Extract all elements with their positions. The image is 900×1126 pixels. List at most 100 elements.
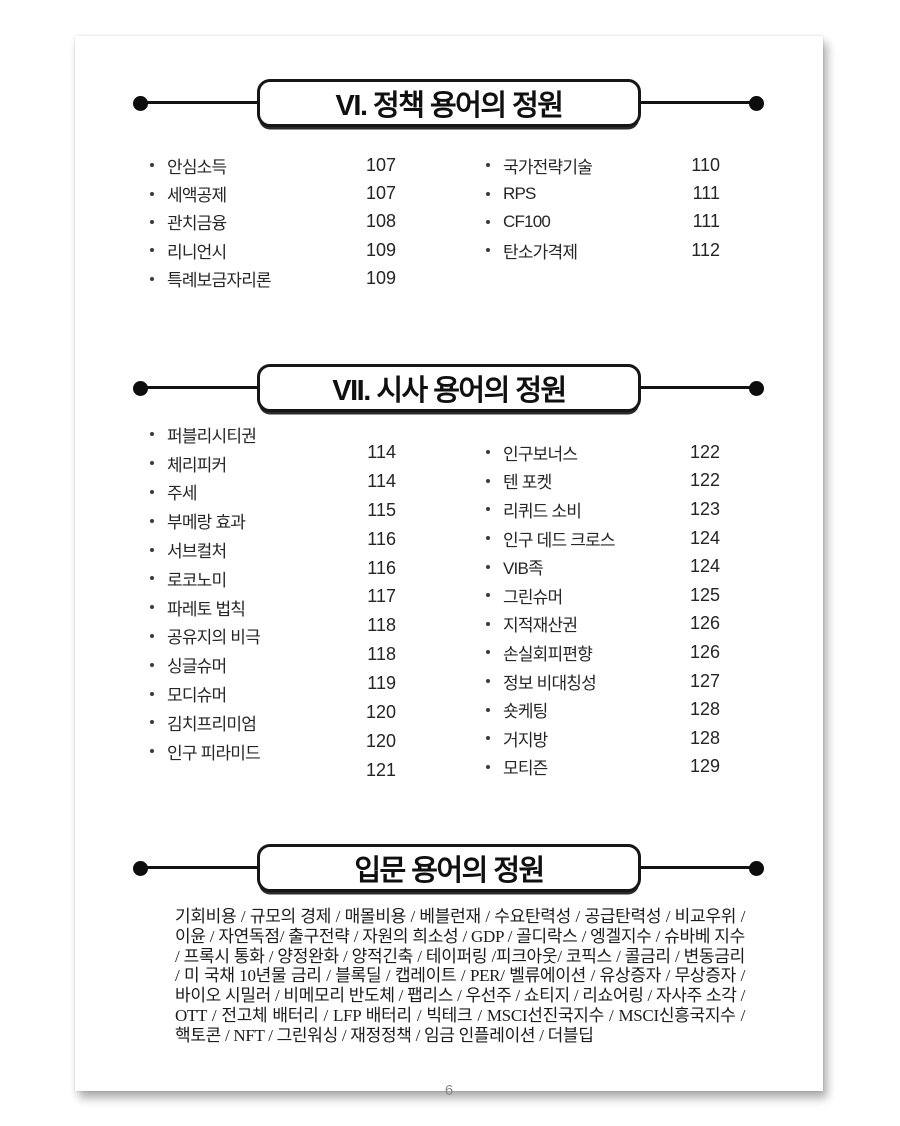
toc-entry-label: 김치프리미엄 <box>167 714 257 734</box>
section-header-current-affairs: VII. 시사 용어의 정원 <box>75 364 823 412</box>
toc-entry-label: 모디슈머 <box>167 686 227 706</box>
toc-entry-page: 111 <box>692 183 720 204</box>
toc-page-row: 114 <box>150 438 396 467</box>
toc-entry-page: 127 <box>689 670 720 691</box>
bullet-icon <box>150 720 154 725</box>
section-title-box: 입문 용어의 정원 <box>257 844 641 892</box>
current-affairs-right-list: 인구보너스 122 텐 포켓 122 리퀴드 소비 123 인구 <box>486 438 720 781</box>
bullet-icon <box>150 691 154 696</box>
toc-entry: 지적재산권 126 <box>486 610 720 639</box>
toc-entry-page: 118 <box>367 615 396 636</box>
toc-entry-page: 115 <box>367 499 396 520</box>
toc-entry-label: 리니언시 <box>167 242 227 262</box>
toc-entry: 특례보금자리론 109 <box>150 264 396 292</box>
toc-page-row: 118 <box>150 640 396 669</box>
toc-entry: 관치금융 108 <box>150 208 396 236</box>
bullet-icon <box>150 432 154 437</box>
bullet-icon <box>150 576 154 581</box>
toc-entry-label: 로코노미 <box>167 570 227 590</box>
toc-entry-page: 120 <box>365 730 396 751</box>
bullet-icon <box>150 662 154 667</box>
toc-entry: 체리피커 <box>150 449 396 478</box>
bullet-icon <box>486 478 490 483</box>
toc-entry: 인구보너스 122 <box>486 438 720 467</box>
toc-entry-page: 121 <box>365 759 396 780</box>
section-header-policy: VI. 정책 용어의 정원 <box>75 79 823 127</box>
toc-entry-page: 109 <box>365 268 396 289</box>
toc-entry-label: 체리피커 <box>167 455 227 475</box>
toc-entry-label: 그린슈머 <box>503 587 563 607</box>
bullet-icon <box>150 633 154 638</box>
toc-entry-label: 관치금융 <box>167 214 227 234</box>
toc-entry-page: 128 <box>689 727 720 748</box>
bullet-icon <box>150 461 154 466</box>
toc-entry-page: 124 <box>689 527 720 548</box>
toc-entry-label: 거지방 <box>503 730 548 750</box>
bullet-icon <box>486 536 490 541</box>
toc-entry-page: 117 <box>367 586 396 607</box>
toc-entry: 세액공제 107 <box>150 179 396 207</box>
toc-entry-page: 107 <box>365 154 396 175</box>
bullet-icon <box>486 707 490 712</box>
rule-end-dot-right <box>749 861 764 876</box>
bullet-icon <box>486 593 490 598</box>
toc-entry-label: 숏케팅 <box>503 702 548 722</box>
toc-entry-label: VIB족 <box>503 559 544 579</box>
toc-page-row: 119 <box>150 669 396 698</box>
toc-entry: 탄소가격제 112 <box>486 236 720 264</box>
toc-entry: 부메랑 효과 <box>150 506 396 535</box>
bullet-icon <box>150 248 154 253</box>
toc-entry-label: 인구보너스 <box>503 444 578 464</box>
toc-entry-page: 129 <box>689 756 720 777</box>
toc-entry-page: 116 <box>367 528 396 549</box>
toc-entry-label: 파레토 법칙 <box>167 599 246 619</box>
toc-entry-label: 국가전략기술 <box>503 157 593 177</box>
toc-entry: CF100 111 <box>486 208 720 236</box>
page-number: 6 <box>444 1082 454 1099</box>
toc-entry-label: CF100 <box>503 211 551 231</box>
toc-entry: 거지방 128 <box>486 724 720 753</box>
bullet-icon <box>150 518 154 523</box>
toc-page-row: 118 <box>150 611 396 640</box>
toc-entry: 안심소득 107 <box>150 151 396 179</box>
toc-entry-page: 122 <box>689 441 720 462</box>
toc-entry: 정보 비대칭성 127 <box>486 667 720 696</box>
bullet-icon <box>486 564 490 569</box>
toc-page-row: 121 <box>150 756 396 785</box>
toc-page-row: 120 <box>150 698 396 727</box>
book-page: VI. 정책 용어의 정원 안심소득 107 세액공제 107 <box>75 36 823 1099</box>
bullet-icon <box>486 736 490 741</box>
rule-end-dot-right <box>749 381 764 396</box>
toc-entry-page: 108 <box>365 211 396 232</box>
toc-page-row: 117 <box>150 582 396 611</box>
toc-entry: 그린슈머 125 <box>486 581 720 610</box>
rule-end-dot-right <box>749 96 764 111</box>
toc-entry: RPS 111 <box>486 179 720 207</box>
toc-entry-page: 128 <box>689 699 720 720</box>
toc-entry: 리퀴드 소비 123 <box>486 495 720 524</box>
toc-entry-label: 손실회피편향 <box>503 644 593 664</box>
bullet-icon <box>150 191 154 196</box>
section-title-policy: VI. 정책 용어의 정원 <box>335 90 564 122</box>
toc-entry-page: 114 <box>367 470 396 491</box>
section-title-box: VII. 시사 용어의 정원 <box>257 364 641 412</box>
toc-entry-label: 특례보금자리론 <box>167 271 272 291</box>
toc-entry-page: 114 <box>367 441 396 462</box>
toc-entry: 텐 포켓 122 <box>486 467 720 496</box>
rule-end-dot-left <box>133 96 148 111</box>
toc-entry-label: 정보 비대칭성 <box>503 673 597 693</box>
section-title-current-affairs: VII. 시사 용어의 정원 <box>332 375 567 407</box>
toc-entry-page: 107 <box>365 183 396 204</box>
rule-end-dot-left <box>133 861 148 876</box>
section-title-intro: 입문 용어의 정원 <box>354 855 545 887</box>
toc-entry-label: 지적재산권 <box>503 616 578 636</box>
current-affairs-left-labels: 퍼블리시티권 체리피커 주세 부메랑 효과 <box>150 420 396 766</box>
toc-entry-label: 부메랑 효과 <box>167 513 246 533</box>
toc-entry-label: 세액공제 <box>167 186 227 206</box>
toc-entry-page: 126 <box>689 641 720 662</box>
toc-entry: 서브컬처 <box>150 535 396 564</box>
toc-entry-label: 모티즌 <box>503 759 548 779</box>
toc-entry-page: 125 <box>689 584 720 605</box>
bullet-icon <box>486 191 490 196</box>
bullet-icon <box>486 621 490 626</box>
